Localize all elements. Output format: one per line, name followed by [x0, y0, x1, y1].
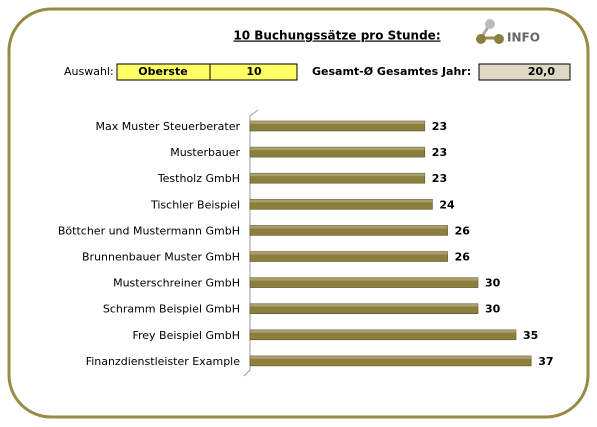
value-label: 35: [523, 329, 538, 342]
panel-border: [7, 7, 590, 419]
selection-label: Auswahl:: [64, 65, 114, 78]
bar: [249, 199, 433, 210]
value-label: 23: [432, 120, 447, 133]
bar: [249, 251, 448, 262]
bar-highlight: [250, 303, 478, 307]
bar-highlight: [250, 251, 448, 255]
category-label: Brunnenbauer Muster GmbH: [82, 251, 240, 264]
bar-highlight: [250, 329, 516, 333]
average-label: Gesamt-Ø Gesamtes Jahr:: [312, 65, 471, 78]
value-label: 30: [485, 303, 501, 316]
value-label: 37: [538, 355, 553, 368]
bar-highlight: [250, 173, 425, 177]
value-label: 26: [455, 224, 471, 237]
bar: [249, 277, 479, 288]
category-label: Böttcher und Mustermann GmbH: [58, 224, 240, 237]
bar-highlight: [250, 147, 425, 151]
average-value: 20,0: [528, 65, 555, 78]
count-value[interactable]: 10: [246, 65, 262, 78]
bar: [249, 146, 426, 158]
value-label: 23: [432, 146, 447, 159]
bar: [249, 120, 426, 132]
category-label: Schramm Beispiel GmbH: [103, 303, 240, 316]
selection-value[interactable]: Oberste: [138, 65, 187, 78]
category-label: Frey Beispiel GmbH: [132, 329, 240, 342]
value-label: 30: [485, 277, 501, 290]
category-label: Musterbauer: [170, 146, 240, 159]
bar: [249, 303, 479, 315]
value-label: 23: [432, 172, 447, 185]
count-box[interactable]: [209, 63, 298, 81]
info-button[interactable]: INFO: [476, 19, 540, 45]
info-icon: [494, 34, 504, 44]
bar: [249, 355, 532, 367]
y-axis: [243, 109, 259, 377]
category-label: Tischler Beispiel: [150, 198, 240, 211]
bar-highlight: [250, 277, 478, 281]
category-label: Musterschreiner GmbH: [113, 277, 240, 290]
info-label[interactable]: INFO: [507, 31, 540, 45]
bar-highlight: [250, 199, 433, 203]
title: 10 Buchungssätze pro Stunde:: [233, 29, 440, 43]
bar-highlight: [250, 355, 532, 359]
category-label: Finanzdienstleister Example: [86, 355, 241, 368]
bar: [249, 225, 448, 236]
info-icon: [476, 34, 486, 44]
value-label: 26: [455, 251, 471, 264]
bar-highlight: [250, 121, 425, 124]
bar-highlight: [250, 225, 448, 229]
value-label: 24: [439, 198, 455, 211]
info-icon: [485, 19, 495, 29]
bar: [249, 172, 426, 184]
average-box: [478, 63, 571, 81]
category-label: Max Muster Steuerberater: [96, 120, 241, 133]
category-label: Testholz GmbH: [157, 172, 240, 185]
bar: [249, 329, 517, 341]
